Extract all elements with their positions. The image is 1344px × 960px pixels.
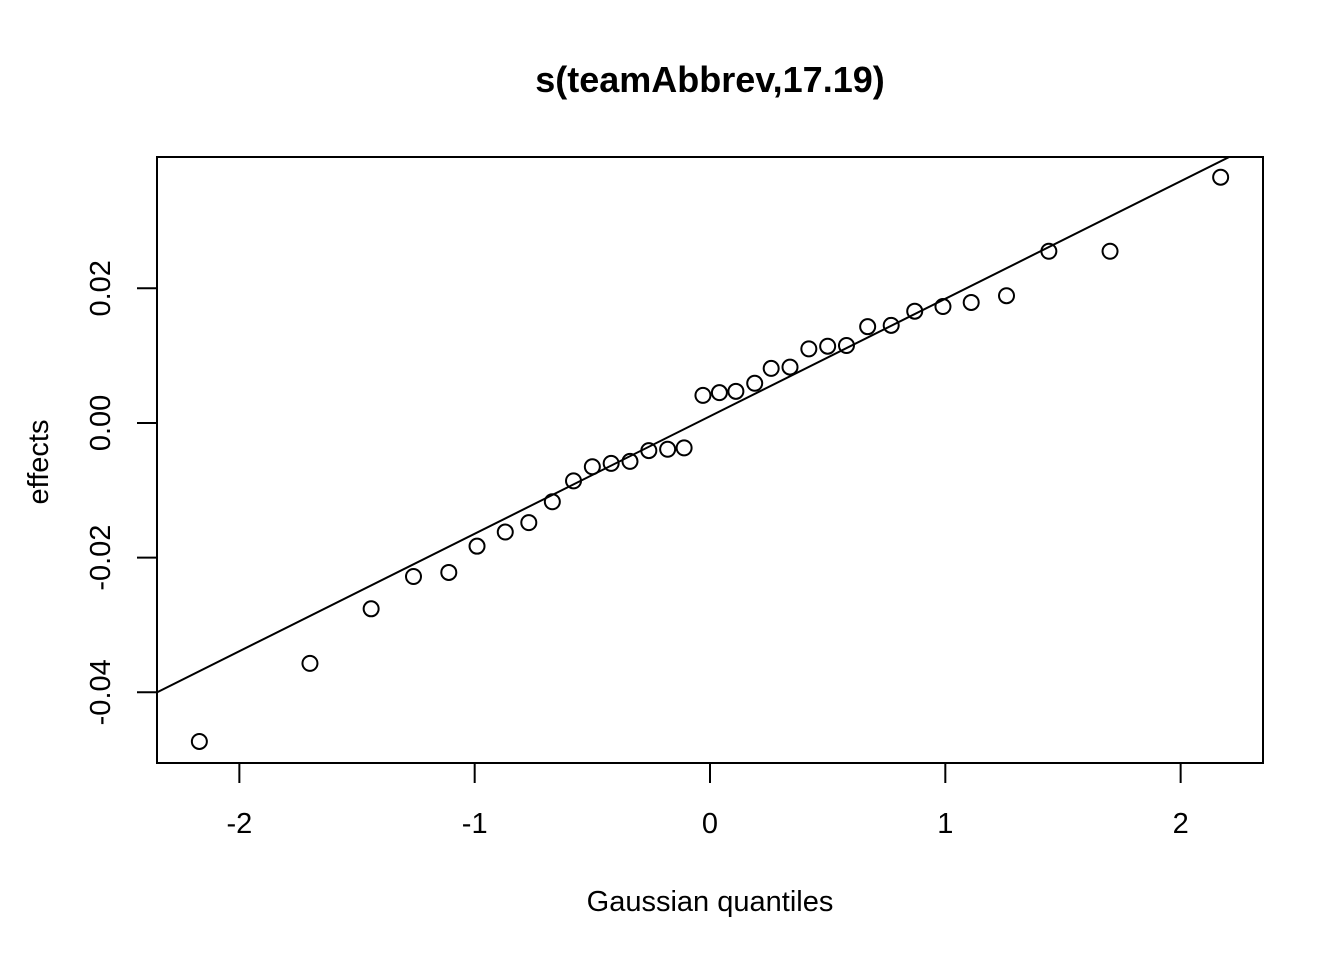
data-point xyxy=(1101,242,1119,260)
y-tick-label: 0.02 xyxy=(85,260,117,316)
data-point xyxy=(998,287,1016,305)
y-tick-label: -0.04 xyxy=(85,659,117,725)
data-point xyxy=(710,384,728,402)
data-point xyxy=(440,563,458,581)
data-point xyxy=(190,732,208,750)
data-point xyxy=(543,493,561,511)
data-point xyxy=(819,337,837,355)
x-axis: -2 -1 0 1 2 xyxy=(226,763,1189,840)
y-axis-label: effects xyxy=(23,420,55,505)
data-point xyxy=(362,600,380,618)
data-point xyxy=(565,472,583,490)
data-point xyxy=(800,340,818,358)
data-point xyxy=(468,537,486,555)
data-point xyxy=(781,358,799,376)
x-tick-label: 0 xyxy=(702,808,718,840)
data-point xyxy=(762,359,780,377)
reference-line xyxy=(157,157,1232,694)
data-point xyxy=(675,439,693,457)
data-point xyxy=(301,654,319,672)
data-point xyxy=(640,442,658,460)
data-point xyxy=(837,337,855,355)
x-axis-label: Gaussian quantiles xyxy=(587,886,834,918)
data-point xyxy=(1040,242,1058,260)
x-tick-label: 2 xyxy=(1173,808,1189,840)
data-point xyxy=(962,293,980,311)
data-point xyxy=(882,316,900,334)
data-point xyxy=(746,374,764,392)
y-tick-label: 0.00 xyxy=(85,395,117,451)
x-tick-label: 1 xyxy=(937,808,953,840)
plot-frame xyxy=(156,156,1264,764)
x-tick-label: -2 xyxy=(226,808,252,840)
data-point xyxy=(404,567,422,585)
chart-title: s(teamAbbrev,17.19) xyxy=(535,59,885,100)
data-point xyxy=(934,297,952,315)
data-point xyxy=(621,452,639,470)
data-point xyxy=(727,382,745,400)
plot-area xyxy=(157,157,1232,750)
data-point xyxy=(859,318,877,336)
x-tick-label: -1 xyxy=(462,808,488,840)
data-point xyxy=(602,454,620,472)
data-point xyxy=(694,386,712,404)
data-point xyxy=(520,514,538,532)
data-point xyxy=(1212,168,1230,186)
y-tick-label: -0.02 xyxy=(85,525,117,591)
data-point xyxy=(496,523,514,541)
data-point xyxy=(906,302,924,320)
data-point xyxy=(659,440,677,458)
y-axis: -0.04 -0.02 0.00 0.02 xyxy=(85,260,157,725)
data-point xyxy=(583,458,601,476)
